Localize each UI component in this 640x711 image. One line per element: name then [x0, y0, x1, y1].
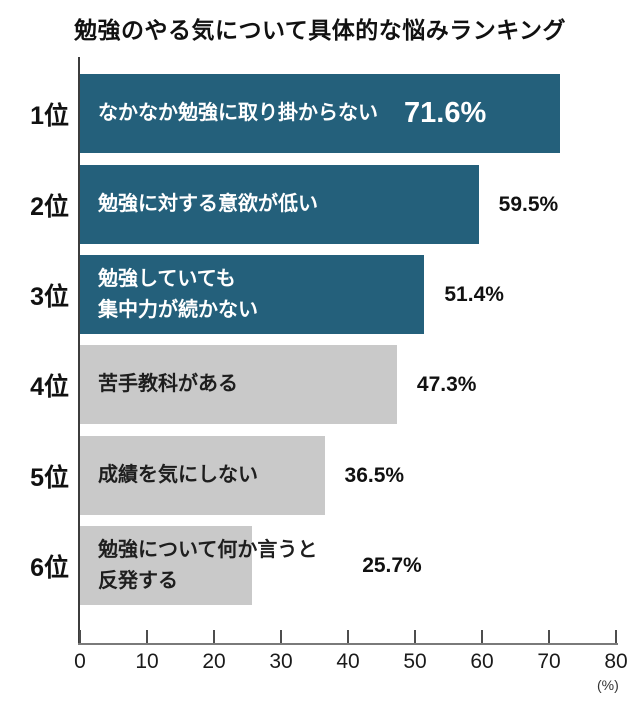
tick-label-50: 50 — [403, 650, 427, 673]
rank-label-3: 3位 — [30, 282, 69, 311]
tick-mark-0 — [79, 630, 81, 643]
chart-title: 勉強のやる気について具体的な悩みランキング — [73, 17, 567, 43]
tick-label-10: 10 — [135, 650, 159, 673]
bar-area-3: 勉強していても 集中力が続かない 51.4% — [80, 255, 616, 334]
bar-category-label-5: 成績を気にしない — [98, 464, 258, 486]
rank-label-2: 2位 — [30, 192, 69, 221]
tick-mark-50 — [414, 630, 416, 643]
bar-value-label-5: 36.5% — [344, 463, 405, 487]
y-axis-line — [78, 57, 80, 645]
bar-area-4: 苦手教科がある 47.3% — [80, 345, 616, 424]
tick-mark-70 — [548, 630, 550, 643]
tick-mark-10 — [146, 630, 148, 643]
bar-row-3: 3位 勉強していても 集中力が続かない 51.4% — [0, 255, 640, 334]
tick-mark-30 — [280, 630, 282, 643]
bar-category-label-4: 苦手教科がある — [98, 373, 238, 395]
bar-area-2: 勉強に対する意欲が低い 59.5% — [80, 165, 616, 244]
tick-label-70: 70 — [537, 650, 561, 673]
bar-area-1: なかなか勉強に取り掛からない 71.6% — [80, 74, 616, 153]
x-axis-line — [78, 643, 618, 645]
tick-label-40: 40 — [336, 650, 360, 673]
bar-category-label-6: 勉強について何か言うと 反発する — [98, 538, 318, 592]
bar-value-label-6: 25.7% — [362, 553, 422, 577]
axis-unit-label: (%) — [597, 677, 619, 693]
bar-area-6: 勉強について何か言うと 反発する 25.7% — [80, 526, 616, 605]
tick-mark-20 — [213, 630, 215, 643]
tick-label-80: 80 — [604, 650, 628, 673]
tick-label-20: 20 — [202, 650, 226, 673]
bar-category-label-3: 勉強していても 集中力が続かない — [98, 267, 258, 321]
bar-row-5: 5位 成績を気にしない 36.5% — [0, 436, 640, 515]
bar-row-2: 2位 勉強に対する意欲が低い 59.5% — [0, 165, 640, 244]
tick-label-60: 60 — [470, 650, 494, 673]
bar-value-label-1: 71.6% — [404, 97, 487, 129]
bar-2: 勉強に対する意欲が低い — [80, 165, 479, 244]
rank-label-5: 5位 — [30, 463, 69, 492]
tick-label-30: 30 — [269, 650, 293, 673]
rank-label-1: 1位 — [30, 101, 69, 130]
bar-3: 勉強していても 集中力が続かない — [80, 255, 425, 334]
bar-value-label-4: 47.3% — [416, 372, 477, 396]
x-axis-tick-labels: 0 10 20 30 40 50 60 70 80 — [74, 650, 628, 676]
rank-label-6: 6位 — [30, 553, 69, 582]
bar-row-1: 1位 なかなか勉強に取り掛からない 71.6% — [0, 74, 640, 153]
tick-label-0: 0 — [74, 650, 86, 673]
bar-category-label-2: 勉強に対する意欲が低い — [98, 193, 318, 215]
tick-mark-40 — [347, 630, 349, 643]
tick-mark-80 — [615, 630, 617, 643]
bar-value-label-2: 59.5% — [498, 192, 559, 216]
x-axis-ticks — [79, 630, 617, 643]
bar-6: 勉強について何か言うと 反発する — [80, 526, 317, 605]
rank-label-4: 4位 — [30, 372, 69, 401]
bar-row-6: 6位 勉強について何か言うと 反発する 25.7% — [0, 526, 640, 605]
bar-area-5: 成績を気にしない 36.5% — [80, 436, 616, 515]
bar-5: 成績を気にしない — [80, 436, 325, 515]
bar-row-4: 4位 苦手教科がある 47.3% — [0, 345, 640, 424]
bar-1: なかなか勉強に取り掛からない 71.6% — [80, 74, 560, 153]
bar-4: 苦手教科がある — [80, 345, 397, 424]
tick-mark-60 — [481, 630, 483, 643]
bar-category-label-1: なかなか勉強に取り掛からない — [98, 102, 378, 124]
bar-value-label-3: 51.4% — [444, 282, 504, 306]
